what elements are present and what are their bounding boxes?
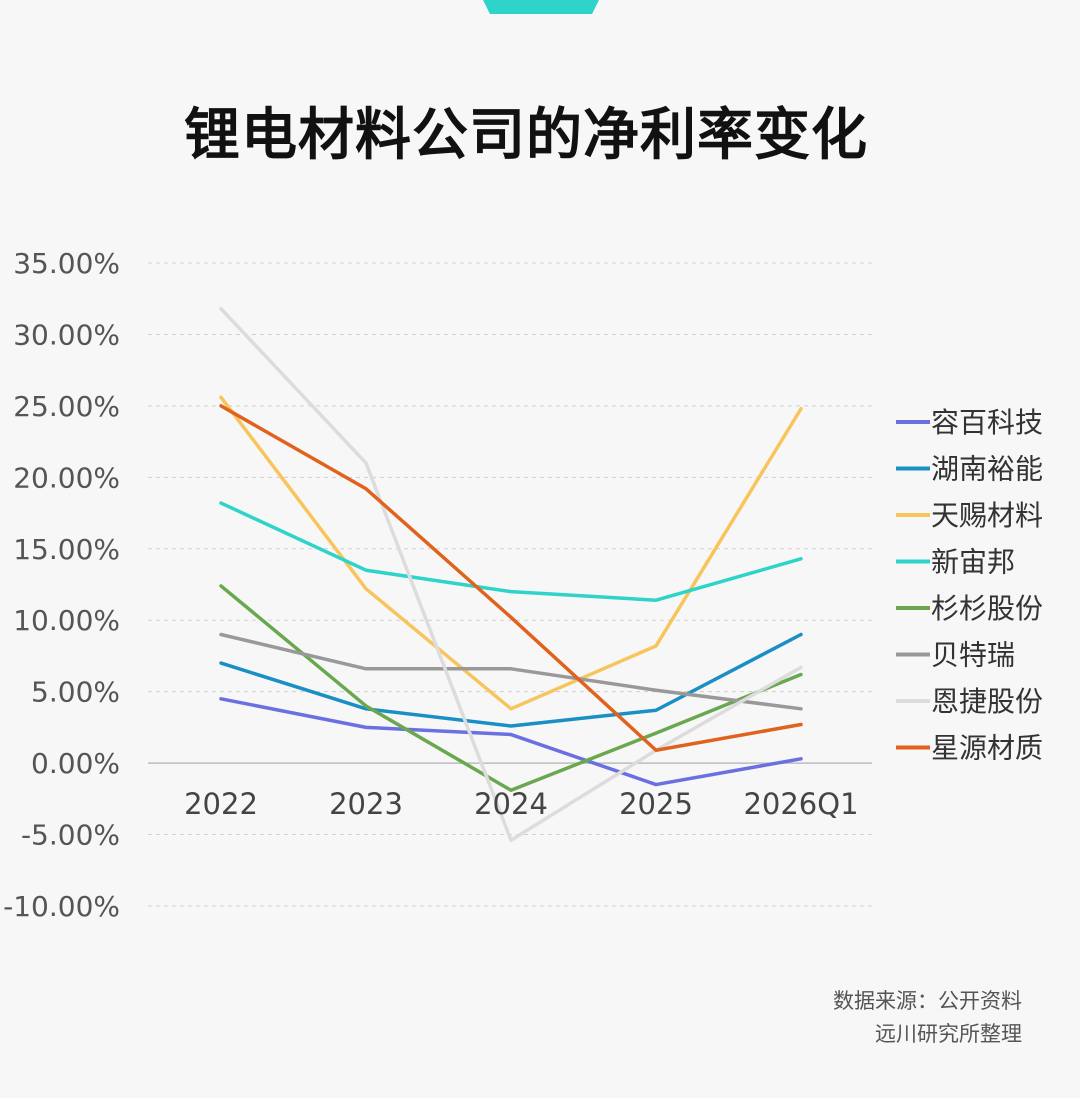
series-line: [219, 584, 803, 793]
series-line: [219, 306, 803, 843]
x-tick-label: 2024: [474, 787, 548, 821]
x-tick-label: 2025: [619, 787, 693, 821]
series-line: [219, 501, 803, 602]
x-axis: 2022 2023 2024 2025 2026Q1: [184, 787, 858, 821]
series-line: [219, 632, 803, 711]
chart-title: 锂电材料公司的净利率变化: [184, 103, 868, 168]
y-tick-label: 30.00%: [13, 318, 120, 351]
series-line: [219, 404, 803, 753]
legend-label: 天赐材料: [931, 499, 1043, 532]
series-line: [219, 632, 803, 728]
series-line: [219, 697, 803, 787]
y-tick-label: 20.00%: [13, 461, 120, 494]
y-axis: 35.00% 30.00% 25.00% 20.00% 15.00% 10.00% 5.00…: [3, 247, 120, 923]
y-tick-label: 25.00%: [13, 390, 120, 423]
legend-label: 杉杉股份: [931, 592, 1043, 625]
series-lines: [219, 306, 803, 843]
x-tick-label: 2026Q1: [743, 787, 858, 821]
y-tick-label: 15.00%: [13, 533, 120, 566]
y-tick-label: 10.00%: [13, 604, 120, 637]
legend-label: 新宙邦: [931, 546, 1015, 579]
legend-label: 贝特瑞: [931, 639, 1015, 672]
y-tick-label: -5.00%: [21, 819, 120, 852]
legend-label: 湖南裕能: [931, 453, 1043, 486]
legend-label: 星源材质: [931, 732, 1043, 765]
y-tick-label: 0.00%: [31, 747, 120, 780]
top-accent-tab: [483, 0, 599, 14]
source-credit: 远川研究所整理: [875, 1022, 1022, 1046]
source-note: 数据来源：公开资料: [833, 989, 1022, 1013]
legend-label: 恩捷股份: [931, 685, 1043, 718]
grid-lines: [148, 262, 872, 907]
legend-label: 容百科技: [931, 406, 1043, 439]
x-tick-label: 2022: [184, 787, 258, 821]
x-tick-label: 2023: [329, 787, 403, 821]
series-line: [219, 395, 803, 711]
y-tick-label: 5.00%: [31, 676, 120, 709]
y-tick-label: -10.00%: [3, 890, 120, 923]
y-tick-label: 35.00%: [13, 247, 120, 280]
